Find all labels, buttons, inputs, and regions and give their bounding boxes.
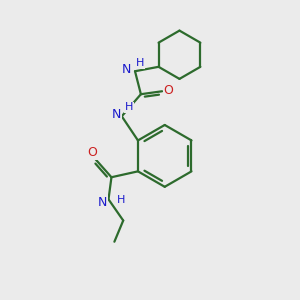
Text: N: N [97,196,107,209]
Text: H: H [125,103,133,112]
Text: H: H [136,58,145,68]
Text: N: N [122,63,131,76]
Text: N: N [112,108,121,121]
Text: O: O [87,146,97,159]
Text: O: O [164,84,173,97]
Text: H: H [117,195,125,205]
